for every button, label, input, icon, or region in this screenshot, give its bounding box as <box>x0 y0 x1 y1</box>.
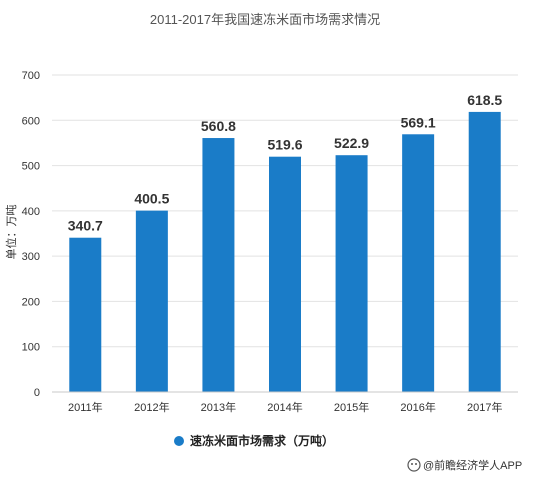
data-label: 569.1 <box>401 114 436 130</box>
x-tick-label: 2017年 <box>467 400 502 414</box>
data-label: 340.7 <box>68 218 103 234</box>
bars <box>69 111 501 393</box>
chart-title: 2011-2017年我国速冻米面市场需求情况 <box>150 12 380 27</box>
y-tick-label: 700 <box>22 70 40 82</box>
legend-marker <box>174 436 184 446</box>
y-tick-label: 600 <box>22 115 40 127</box>
y-axis-ticks: 0 100 200 300 400 500 600 700 <box>22 70 40 399</box>
x-axis-ticks: 2011年 2012年 2013年 2014年 2015年 2016年 2017年 <box>68 400 502 414</box>
data-label: 618.5 <box>467 92 502 108</box>
data-label: 400.5 <box>134 191 169 207</box>
bar[interactable] <box>269 156 301 392</box>
bar[interactable] <box>335 155 368 392</box>
bar[interactable] <box>468 111 501 392</box>
data-label: 560.8 <box>201 118 236 134</box>
y-tick-label: 100 <box>22 342 40 354</box>
legend[interactable]: 速冻米面市场需求（万吨） <box>174 433 334 448</box>
x-tick-label: 2012年 <box>134 400 169 414</box>
source-label: @前瞻经济学人APP <box>423 458 522 472</box>
y-tick-label: 0 <box>34 387 40 399</box>
wechat-icon <box>407 458 421 472</box>
x-tick-label: 2016年 <box>400 400 435 414</box>
source-watermark: @前瞻经济学人APP <box>407 458 522 472</box>
bar[interactable] <box>69 237 102 392</box>
y-axis-label: 单位：万吨 <box>4 205 18 260</box>
bar[interactable] <box>135 210 168 392</box>
data-label: 519.6 <box>267 137 302 153</box>
y-tick-label: 400 <box>22 206 40 218</box>
x-tick-label: 2015年 <box>334 400 369 414</box>
x-tick-label: 2013年 <box>201 400 236 414</box>
data-label: 522.9 <box>334 135 369 151</box>
x-tick-label: 2011年 <box>68 400 103 414</box>
data-labels: 340.7 400.5 560.8 519.6 522.9 569.1 618.5 <box>68 92 503 234</box>
y-tick-label: 200 <box>22 296 40 308</box>
legend-label: 速冻米面市场需求（万吨） <box>190 433 334 448</box>
y-tick-label: 500 <box>22 161 40 173</box>
x-tick-label: 2014年 <box>267 400 302 414</box>
y-tick-label: 300 <box>22 251 40 263</box>
bar[interactable] <box>202 138 235 392</box>
bar[interactable] <box>402 134 435 393</box>
